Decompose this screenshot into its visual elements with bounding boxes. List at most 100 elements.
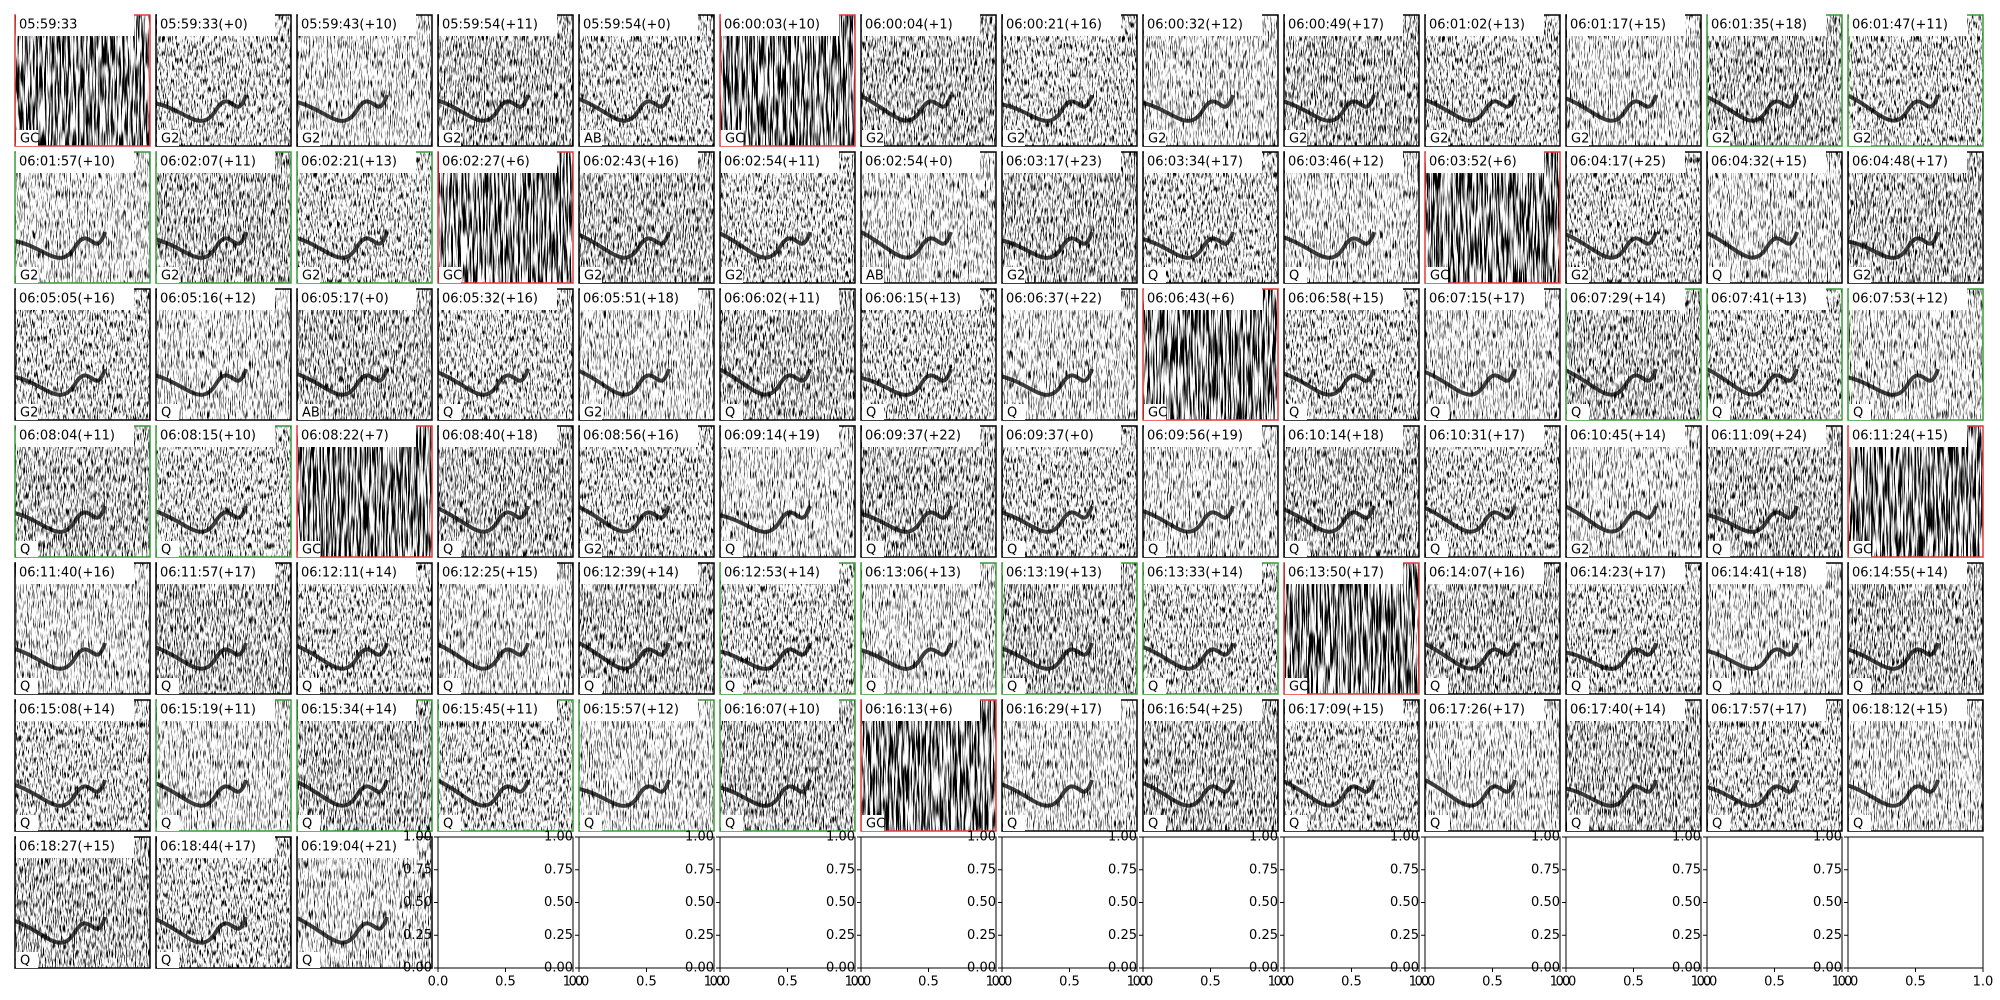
y-tick-label: 0.75 (967, 862, 996, 877)
call-trace (1002, 231, 1094, 260)
title-box (157, 14, 275, 36)
axes-frame (1283, 836, 1420, 969)
panel-label: Q (1148, 817, 1158, 832)
call-trace (579, 505, 671, 534)
y-tick-label: 0.50 (403, 895, 432, 910)
title-box (439, 288, 557, 310)
label-box (721, 541, 743, 557)
label-box (16, 678, 38, 694)
spectrogram-panel: 06:01:47(+11) G2 (1847, 14, 1984, 147)
call-trace (438, 778, 530, 808)
spectrogram (720, 563, 855, 694)
spectrogram-panel: 06:07:53(+12) Q (1847, 288, 1984, 421)
title-box (1708, 562, 1826, 584)
title-box (1567, 699, 1685, 721)
spectrogram-panel: 06:04:32(+15) Q (1706, 151, 1843, 284)
label-box (1708, 678, 1730, 694)
spectrogram-panel: 06:08:56(+16) G2 (578, 425, 715, 558)
panel-title: 06:17:09(+15) (1288, 703, 1384, 718)
call-trace (720, 779, 812, 808)
spectrogram (1284, 426, 1419, 557)
spectrogram (156, 15, 291, 146)
spectrogram-panel: 06:17:26(+17) Q (1424, 699, 1561, 832)
title-box (862, 288, 980, 310)
label-box (1144, 130, 1166, 146)
call-trace (579, 368, 671, 397)
title-box (1426, 288, 1544, 310)
x-tick-label: 0.5 (777, 975, 798, 990)
call-trace (1425, 505, 1517, 534)
panel-label: Q (20, 543, 30, 558)
call-trace (1566, 504, 1658, 534)
panel-title: 06:10:31(+17) (1429, 429, 1525, 444)
spectrogram-panel: 06:18:27(+15) Q (14, 836, 151, 969)
panel-title: 06:14:23(+17) (1570, 566, 1666, 581)
y-tick-label: 0.00 (1390, 961, 1419, 976)
panel-label: G2 (302, 132, 320, 147)
panel-label: G2 (1853, 132, 1871, 147)
y-tick-label: 0.00 (685, 961, 714, 976)
title-box (580, 151, 698, 173)
spectrogram (1707, 700, 1842, 831)
spectrogram (438, 563, 573, 694)
title-box (157, 151, 275, 173)
spectrogram (1707, 152, 1842, 283)
y-tick-label: 0.75 (403, 862, 432, 877)
spectrogram (297, 289, 432, 420)
panel-label: Q (161, 954, 171, 969)
axes-frame (1706, 836, 1843, 969)
label-box (1003, 130, 1025, 146)
empty-axes: 0.00 0.25 0.50 0.75 1.00 0.0 0.5 1.0 (685, 830, 865, 990)
call-trace (1425, 368, 1517, 397)
spectrogram-panel: 06:16:29(+17) Q (1001, 699, 1138, 832)
spectrogram-panel: 06:17:09(+15) Q (1283, 699, 1420, 832)
y-tick-label: 0.75 (544, 862, 573, 877)
spectrogram (579, 152, 714, 283)
title-box (439, 151, 557, 173)
label-box (1426, 678, 1448, 694)
y-tick-label: 1.00 (826, 830, 855, 845)
spectrogram-panel: 06:06:15(+13) Q (860, 288, 997, 421)
panel-label: Q (1571, 406, 1581, 421)
spectrogram (1566, 15, 1701, 146)
spectrogram-panel: 06:13:50(+17) GC (1283, 562, 1420, 695)
call-trace (720, 231, 812, 260)
label-box (298, 815, 320, 831)
spectrogram-panel: 06:07:15(+17) Q (1424, 288, 1561, 421)
x-tick-label: 1.0 (1691, 975, 1712, 990)
title-box (1144, 562, 1262, 584)
spectrogram (1143, 563, 1278, 694)
call-trace (15, 505, 107, 534)
panel-label: Q (443, 680, 453, 695)
label-box (1567, 130, 1589, 146)
y-tick-label: 1.00 (544, 830, 573, 845)
spectrogram-panel: 06:02:27(+6) GC (437, 151, 574, 284)
panel-title: 06:06:02(+11) (724, 292, 820, 307)
call-trace (1002, 94, 1094, 123)
label-box (1003, 267, 1025, 283)
panel-title: 06:06:37(+22) (1006, 292, 1102, 307)
panel-title: 06:09:37(+0) (1006, 429, 1094, 444)
panel-title: 06:06:15(+13) (865, 292, 961, 307)
title-box (862, 14, 980, 36)
panel-title: 06:01:57(+10) (19, 155, 115, 170)
panel-label: G2 (1289, 132, 1307, 147)
y-tick-label: 1.00 (967, 830, 996, 845)
spectrogram (15, 426, 150, 557)
panel-label: Q (1430, 817, 1440, 832)
y-tick-label: 0.75 (1390, 862, 1419, 877)
label-box (1285, 541, 1307, 557)
panel-title: 06:01:35(+18) (1711, 18, 1807, 33)
panel-title: 06:17:57(+17) (1711, 703, 1807, 718)
label-box (16, 541, 38, 557)
panel-label: Q (443, 817, 453, 832)
x-tick-label: 0.0 (428, 975, 449, 990)
spectrogram (1002, 15, 1137, 146)
panel-title: 06:03:52(+6) (1429, 155, 1517, 170)
panel-title: 06:15:45(+11) (442, 703, 538, 718)
panel-title: 06:02:07(+11) (160, 155, 256, 170)
title-box (1849, 151, 1967, 173)
spectrogram-panel: 06:01:57(+10) G2 (14, 151, 151, 284)
title-box (1567, 425, 1685, 447)
spectrogram (1566, 563, 1701, 694)
